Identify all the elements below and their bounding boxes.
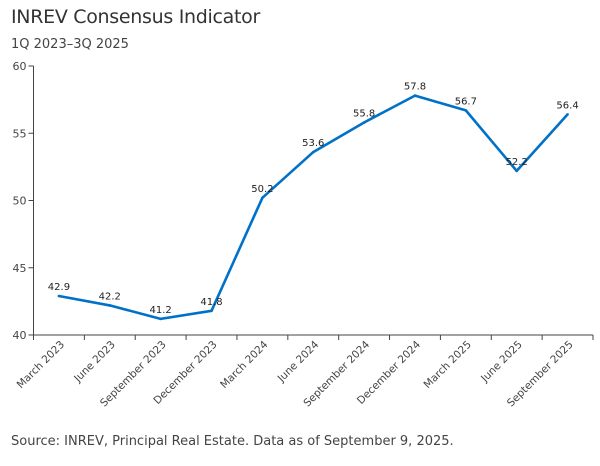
data-label: 41.8 [200, 297, 222, 308]
data-point [159, 317, 162, 321]
data-point [311, 150, 315, 154]
data-point [261, 196, 264, 200]
data-point [57, 294, 61, 298]
data-point [210, 309, 213, 313]
data-label: 41.2 [150, 305, 172, 316]
chart-subtitle: 1Q 2023–3Q 2025 [11, 37, 129, 52]
data-label: 42.2 [99, 291, 121, 302]
data-point [566, 113, 569, 116]
data-label: 55.8 [353, 108, 375, 119]
x-tick-label: March 2024 [218, 338, 271, 391]
data-point [362, 121, 366, 124]
x-tick-label: March 2023 [15, 339, 67, 391]
series-line [58, 94, 569, 321]
y-tick-label: 40 [13, 329, 27, 342]
source-note: Source: INREV, Principal Real Estate. Da… [11, 434, 454, 449]
data-point [464, 109, 468, 112]
data-point [515, 169, 519, 173]
y-tick-label: 55 [13, 127, 27, 140]
x-tick-label: March 2025 [422, 339, 474, 391]
data-label: 42.9 [48, 282, 70, 293]
data-label: 50.2 [251, 184, 273, 195]
data-label: 56.4 [556, 100, 578, 111]
data-label: 53.6 [302, 138, 324, 149]
data-point [108, 304, 112, 307]
y-tick-label: 60 [13, 60, 27, 73]
y-tick-label: 50 [13, 195, 27, 208]
data-point [413, 94, 417, 97]
data-label: 56.7 [455, 96, 477, 107]
data-label: 57.8 [404, 82, 426, 93]
x-tick-label: June 2024 [275, 338, 322, 385]
chart-title: INREV Consensus Indicator [11, 6, 260, 28]
y-tick-label: 45 [13, 262, 27, 275]
data-label: 52.2 [506, 157, 528, 168]
x-tick-label: June 2025 [478, 339, 525, 386]
x-tick-label: June 2023 [71, 339, 118, 386]
